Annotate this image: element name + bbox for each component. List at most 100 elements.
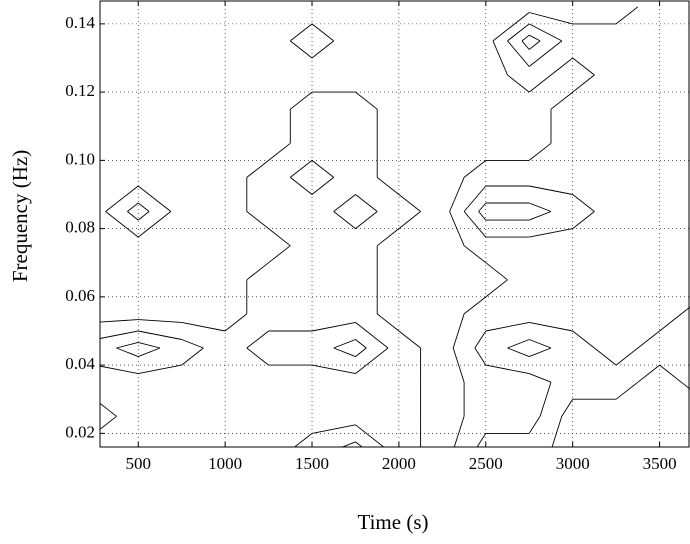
contour-segment [355,441,363,447]
y-tick-label: 0.02 [65,422,95,441]
contour-segment [105,211,139,238]
plot-frame [99,0,690,448]
contour-segment [355,194,378,212]
contour-segment [615,6,639,25]
contour-segment [521,40,530,50]
contour-segment [449,177,465,212]
contour-segment [181,347,204,366]
contour-segment [181,339,204,349]
contour-segment [453,416,465,447]
contour-segment [100,415,117,430]
contour-segment [529,185,573,195]
contour-segment [463,160,487,178]
contour-segment [290,160,313,178]
y-tick-label: 0.04 [65,354,95,373]
contour-segment [528,23,563,42]
contour-segment [529,211,552,221]
contour-segment [637,364,660,383]
contour-segment [492,12,530,42]
contour-segment [333,211,356,229]
y-tick-label: 0.14 [65,13,95,32]
contour-segment [246,347,269,366]
contour-segment [485,279,508,298]
contour-segment [137,211,172,238]
contour-segment [137,185,172,212]
contour-segment [398,330,421,349]
contour-segment [474,330,487,349]
contour-segment [529,339,552,349]
contour-segment [138,347,161,358]
contour-segment [529,347,552,358]
x-tick-label: 2000 [382,454,416,473]
x-tick-label: 3000 [556,454,590,473]
contour-segment [355,339,367,349]
contour-segment [528,40,541,50]
contour-segment [137,202,150,212]
contour-segment [659,364,682,383]
contour-segment [529,373,552,383]
contour-segment [100,319,139,323]
contour-segment [507,339,530,349]
contour-segment [594,347,617,366]
contour-segment [528,74,552,93]
contour-segment [181,321,226,332]
contour-segment [681,381,690,390]
contour-segment [311,160,334,178]
contour-segment [268,245,291,264]
contour-segment [341,441,356,447]
contour-segment [529,202,552,212]
contour-segment [637,330,660,349]
contour-segment [507,40,530,67]
contour-segment [311,424,356,434]
contour-segment [550,57,573,76]
contour-segment [333,339,356,349]
y-axis-label: Frequency (Hz) [8,150,32,282]
contour-segment [539,382,552,417]
grid [100,1,690,447]
contour-segment [528,34,541,42]
contour-segment [449,211,465,246]
contour-segment [521,34,530,42]
contour-segment [246,211,269,229]
contour-segment [138,364,182,375]
contour-segment [507,23,530,42]
contour-segment [476,433,487,447]
contour-segment [333,194,356,212]
x-axis-label: Time (s) [358,510,429,534]
contour-segment [485,262,508,281]
contour-segment [681,306,690,315]
contour-segment [311,177,334,195]
contour-segment [246,330,269,349]
contour-segment [290,177,313,195]
contour-segment [376,228,400,247]
contour-segment [355,91,378,110]
contour-segment [478,211,487,221]
contour-segment [268,228,291,247]
contour-segment [311,364,356,375]
contour-segment [529,12,573,25]
contour-segment [355,211,378,229]
contour-segment [659,313,682,332]
contour-segment [116,341,139,349]
contour-segment [485,321,530,332]
x-tick-label: 2500 [469,454,503,473]
x-tick-label: 500 [125,454,151,473]
contour-segment [474,347,487,366]
contour-segment [105,185,139,212]
contour-segment [355,322,389,349]
contour-segment [452,313,465,349]
contour-segment [376,313,400,332]
contour-segment [127,202,139,212]
contour-segment [528,40,563,67]
contour-segment [485,364,530,375]
contour-segment [572,57,595,76]
contour-segment [138,319,182,323]
contour-segment [376,177,400,195]
contour-segment [550,91,573,110]
y-tick-label: 0.10 [65,149,95,168]
contour-segment [463,211,487,238]
contour-segment [355,424,385,447]
contour-segment [290,40,313,59]
contour-segment [463,185,487,212]
